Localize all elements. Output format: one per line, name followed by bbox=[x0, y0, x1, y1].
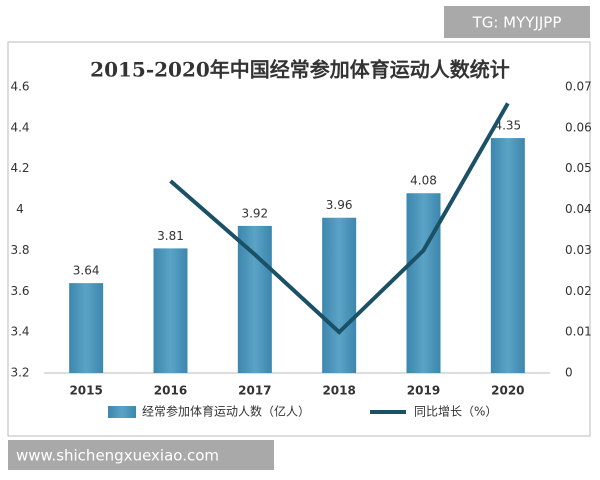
watermark-box bbox=[444, 6, 590, 38]
data-label: 3.92 bbox=[241, 206, 268, 220]
y-tick-label: 3.6 bbox=[10, 284, 29, 298]
y2-tick-label: 0.06 bbox=[565, 120, 592, 134]
data-label: 3.96 bbox=[326, 198, 353, 212]
line bbox=[169, 102, 510, 335]
bar bbox=[153, 248, 188, 373]
y2-tick-label: 0.07 bbox=[565, 80, 592, 94]
y-tick-label: 4 bbox=[16, 202, 24, 216]
data-label: 4.08 bbox=[410, 174, 437, 188]
y-tick-label: 3.8 bbox=[10, 243, 29, 257]
bar bbox=[322, 217, 357, 373]
y2-tick-label: 0.05 bbox=[565, 161, 592, 175]
x-tick-label: 2015 bbox=[69, 384, 102, 398]
y2-tick-label: 0.03 bbox=[565, 243, 592, 257]
x-tick-label: 2017 bbox=[238, 384, 271, 398]
bar bbox=[237, 225, 272, 373]
bar bbox=[69, 283, 104, 373]
watermark: TG: MYYJJPP bbox=[472, 14, 562, 32]
data-label: 3.64 bbox=[73, 264, 100, 278]
y-tick-label: 3.2 bbox=[10, 366, 29, 380]
watermark: www.shichengxuexiao.com bbox=[16, 447, 219, 465]
x-tick-label: 2016 bbox=[154, 384, 187, 398]
bar bbox=[490, 138, 525, 373]
x-tick-label: 2019 bbox=[407, 384, 440, 398]
y-tick-label: 4.4 bbox=[10, 120, 29, 134]
y-tick-label: 4.6 bbox=[10, 80, 29, 94]
chart-title: 2015-2020年中国经常参加体育运动人数统计 bbox=[90, 58, 510, 82]
data-label: 3.81 bbox=[157, 229, 184, 243]
data-label: 4.35 bbox=[494, 119, 521, 133]
bar bbox=[406, 193, 441, 373]
x-tick-label: 2020 bbox=[491, 384, 524, 398]
y-tick-label: 4.2 bbox=[10, 161, 29, 175]
legend-label: 同比增长（%） bbox=[414, 405, 497, 419]
watermark-box bbox=[8, 440, 274, 470]
y2-tick-label: 0.02 bbox=[565, 284, 592, 298]
y2-tick-label: 0.04 bbox=[565, 202, 592, 216]
x-tick-label: 2018 bbox=[322, 384, 355, 398]
y-tick-label: 3.4 bbox=[10, 325, 29, 339]
legend-label: 经常参加体育运动人数（亿人） bbox=[142, 404, 310, 419]
legend-swatch bbox=[108, 406, 136, 418]
y2-tick-label: 0.01 bbox=[565, 325, 592, 339]
y2-tick-label: 0 bbox=[565, 366, 573, 380]
